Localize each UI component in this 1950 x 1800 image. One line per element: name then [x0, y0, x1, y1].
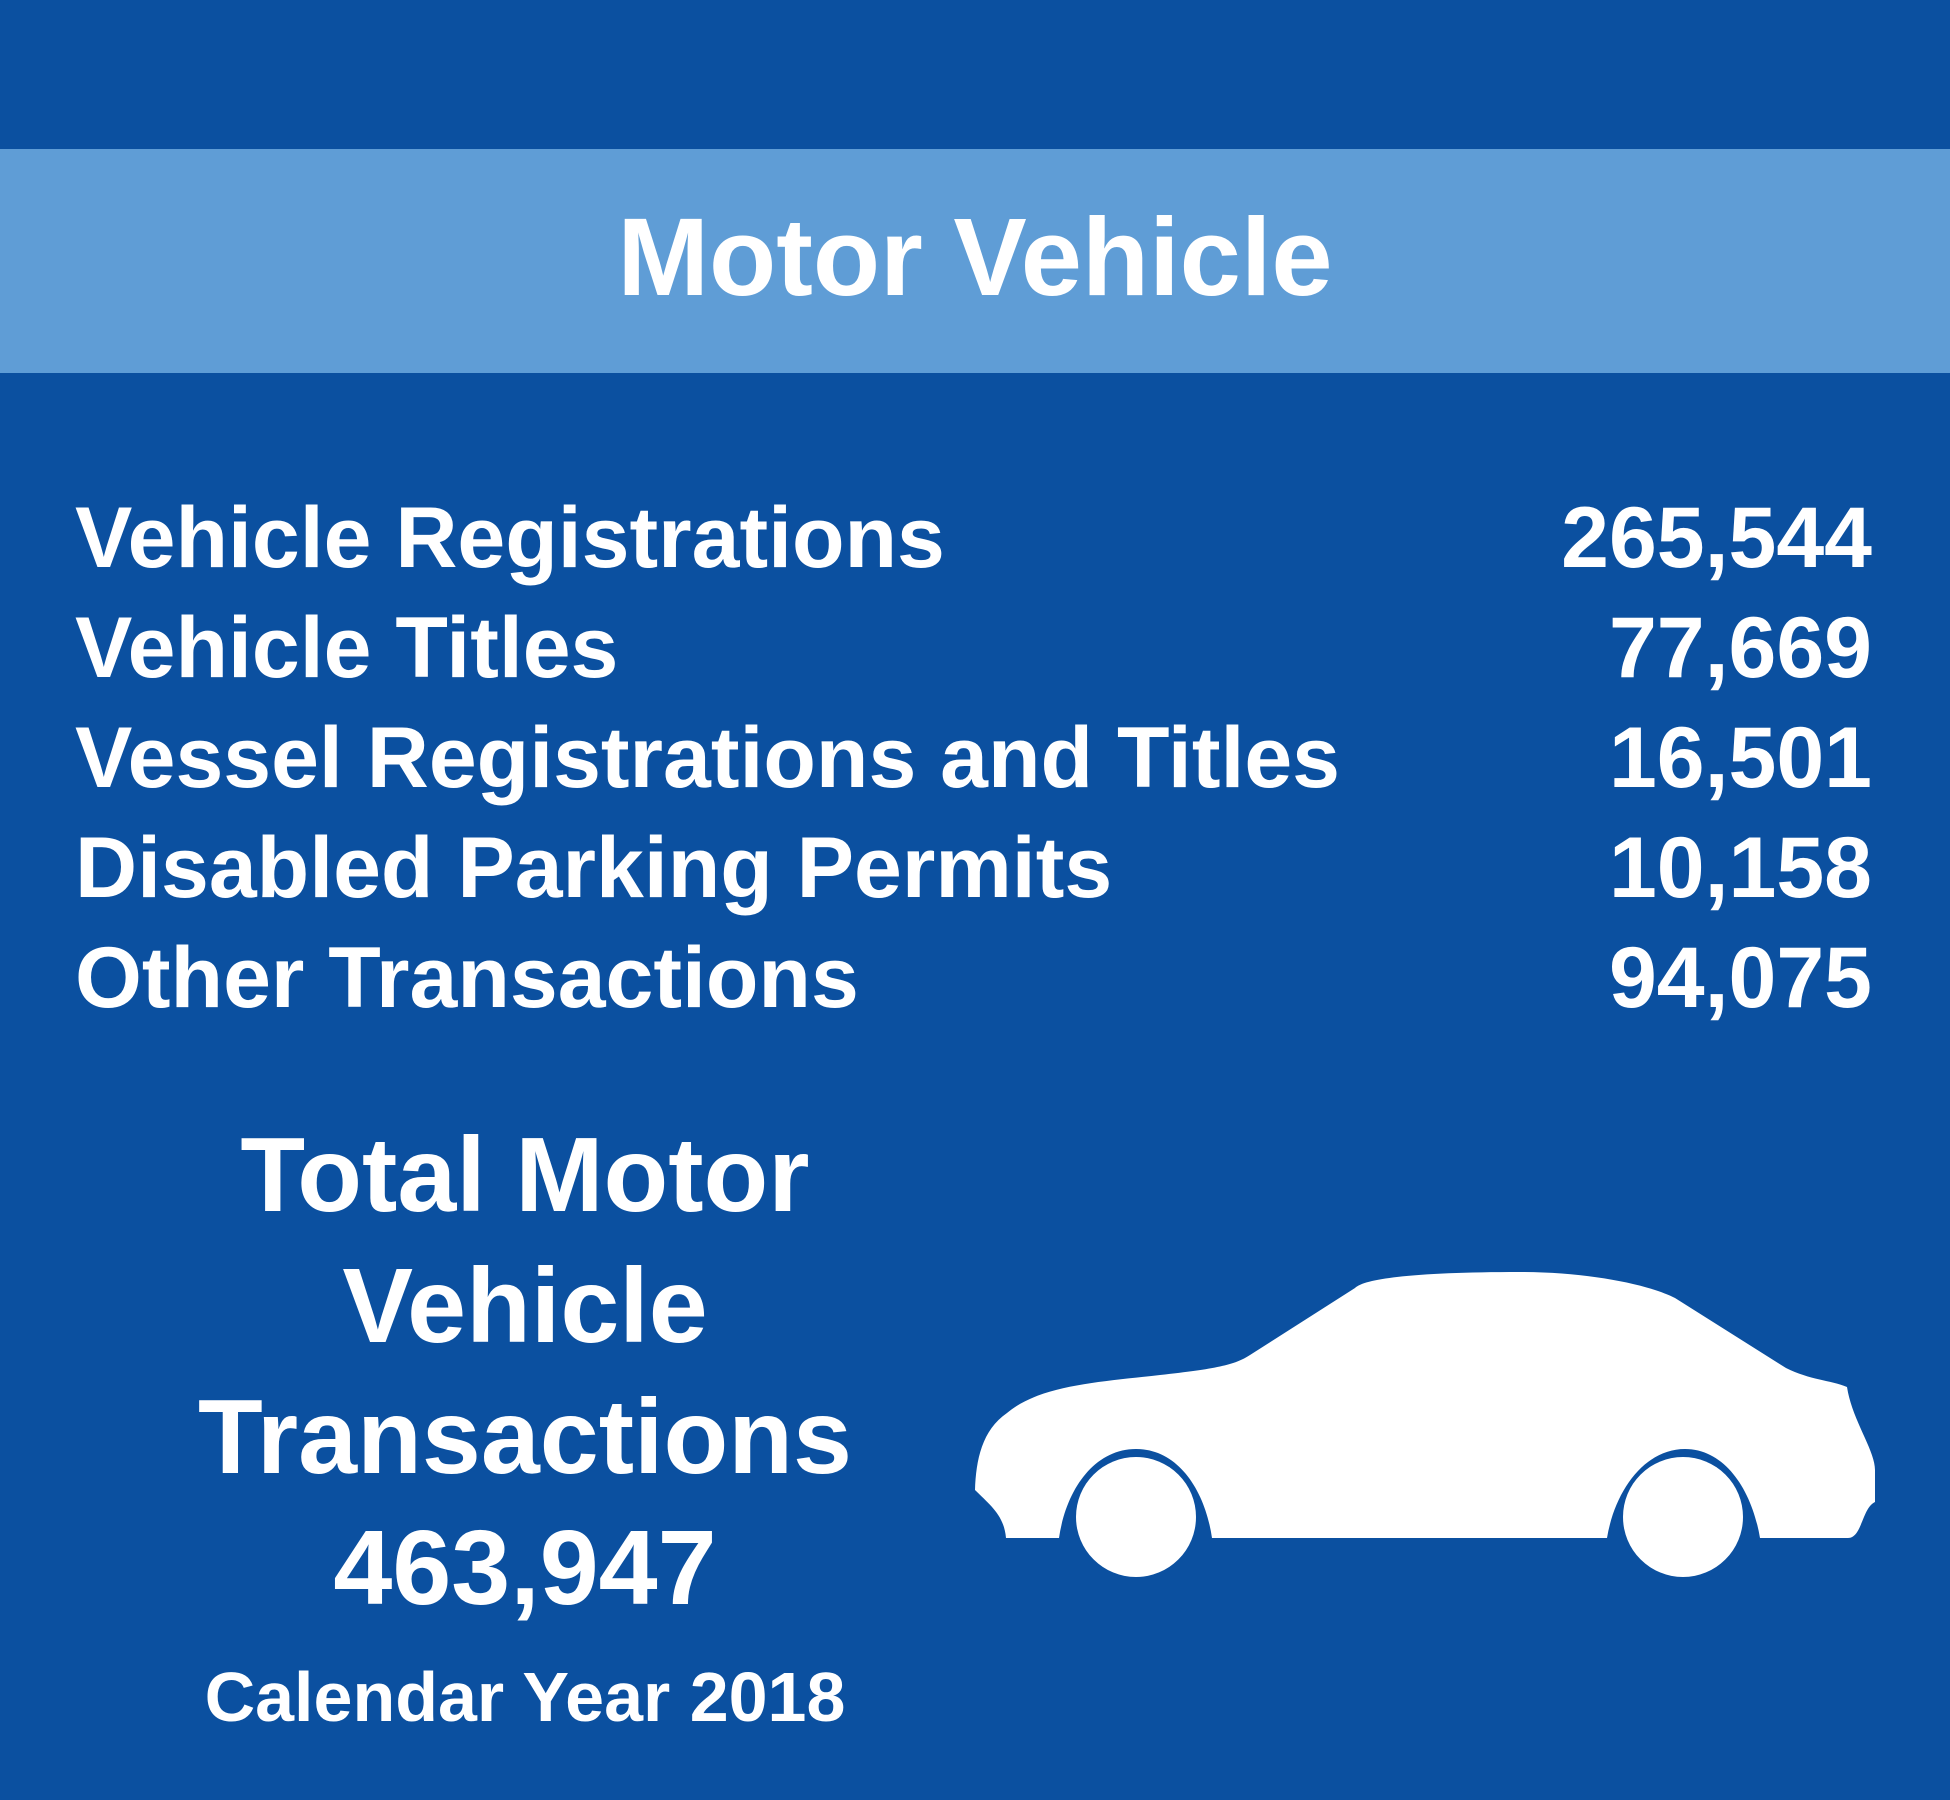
- stat-row: Other Transactions 94,075: [75, 923, 1872, 1033]
- total-value: 463,947: [333, 1509, 717, 1627]
- page-title: Motor Vehicle: [617, 196, 1333, 319]
- stat-value: 94,075: [1608, 930, 1872, 1026]
- front-wheel: [1076, 1457, 1196, 1577]
- total-block: Total Motor Vehicle Transactions 463,947: [175, 1110, 875, 1634]
- stat-label: Disabled Parking Permits: [75, 820, 1113, 916]
- total-label-line: Total Motor: [240, 1116, 810, 1234]
- stat-row: Disabled Parking Permits 10,158: [75, 813, 1872, 923]
- stat-label: Vehicle Titles: [75, 600, 619, 696]
- header-band: [0, 149, 1950, 373]
- stat-label: Vessel Registrations and Titles: [75, 710, 1341, 806]
- stat-row: Vessel Registrations and Titles 16,501: [75, 703, 1872, 813]
- stats-list: Vehicle Registrations 265,544 Vehicle Tit…: [75, 483, 1872, 1033]
- total-label-line: Transactions: [198, 1378, 852, 1496]
- period-label: Calendar Year 2018: [204, 1658, 846, 1736]
- stat-row: Vehicle Registrations 265,544: [75, 483, 1872, 593]
- stat-row: Vehicle Titles 77,669: [75, 593, 1872, 703]
- stat-value: 265,544: [1561, 490, 1872, 586]
- stat-label: Other Transactions: [75, 930, 859, 1026]
- stat-value: 16,501: [1608, 710, 1872, 806]
- stat-value: 77,669: [1608, 600, 1872, 696]
- rear-wheel: [1623, 1457, 1743, 1577]
- total-label-line: Vehicle: [342, 1247, 708, 1365]
- stat-value: 10,158: [1608, 820, 1872, 916]
- stat-label: Vehicle Registrations: [75, 490, 945, 586]
